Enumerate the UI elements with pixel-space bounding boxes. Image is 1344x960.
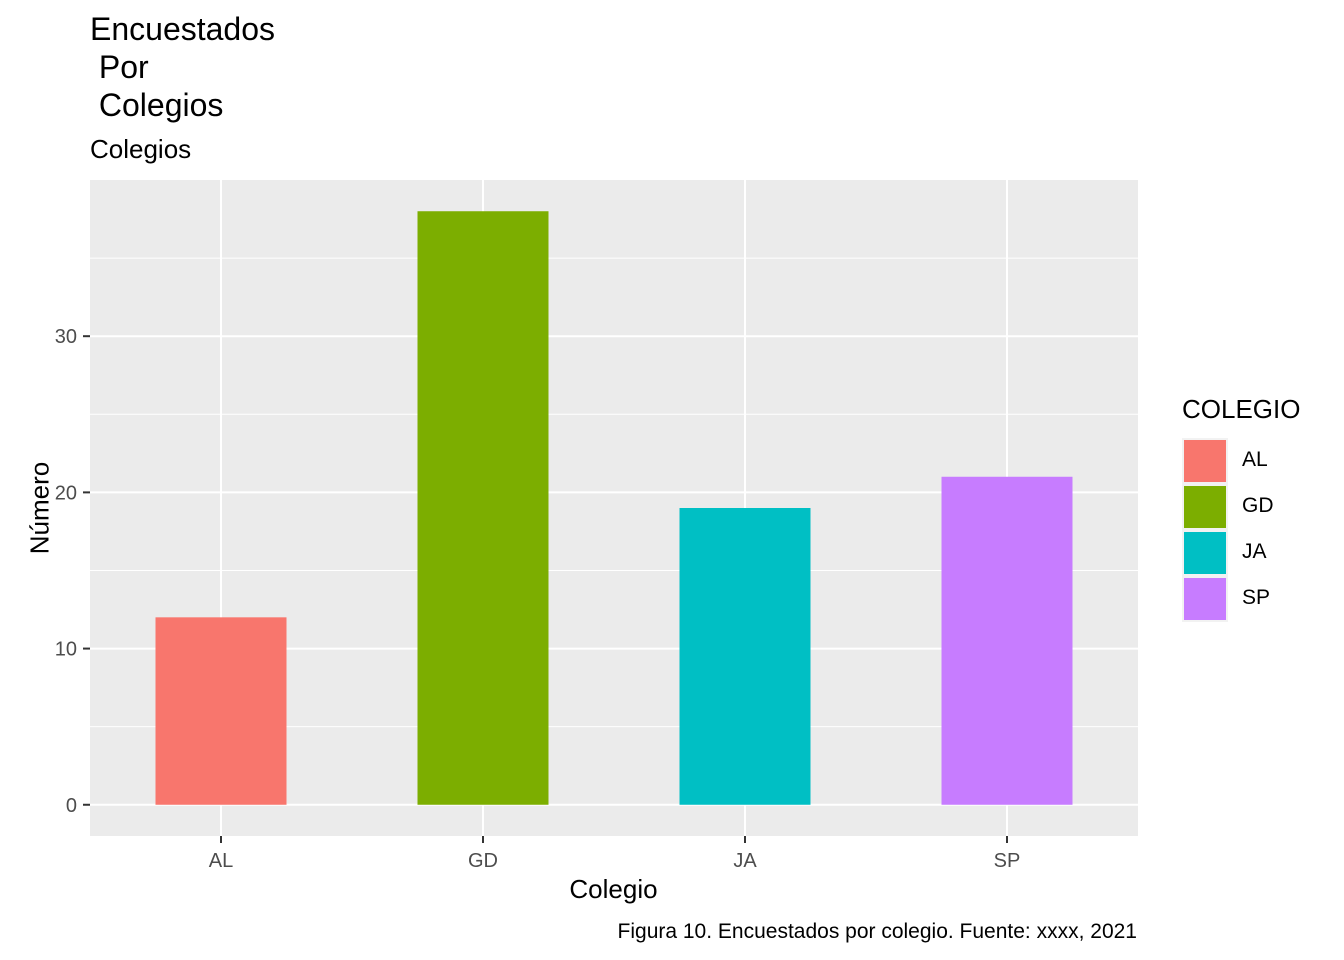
legend-item-al: AL: [1182, 438, 1322, 484]
chart-subtitle: Colegios: [90, 134, 192, 164]
x-axis-title: Colegio: [569, 874, 658, 904]
legend-swatch-ja: [1184, 532, 1226, 574]
legend-label: JA: [1242, 540, 1267, 563]
x-tick-label: JA: [733, 850, 757, 872]
title-line-1: Encuestados: [90, 11, 276, 47]
legend-item-gd: GD: [1182, 484, 1322, 530]
legend-swatch-al: [1184, 440, 1226, 482]
bar-gd: [417, 211, 549, 805]
y-axis-title: Número: [24, 461, 55, 555]
x-tick-label: SP: [994, 850, 1021, 872]
legend-swatch-sp: [1184, 578, 1226, 620]
legend-label: GD: [1242, 494, 1274, 517]
bar-al: [155, 617, 287, 805]
y-tick-label: 0: [66, 795, 77, 817]
y-tick-label: 10: [55, 639, 77, 661]
x-tick-label: AL: [209, 850, 233, 872]
legend-swatch-gd: [1184, 486, 1226, 528]
x-tick-label: GD: [468, 850, 498, 872]
y-tick-label: 20: [55, 482, 77, 504]
legend-item-sp: SP: [1182, 576, 1322, 622]
bar-ja: [679, 508, 811, 805]
legend-label: SP: [1242, 586, 1271, 609]
legend-item-ja: JA: [1182, 530, 1322, 576]
legend-title: COLEGIO: [1182, 394, 1301, 424]
title-line-3: Colegios: [90, 87, 224, 123]
legend-label: AL: [1242, 448, 1268, 471]
y-tick-label: 30: [55, 326, 77, 348]
bar-sp: [941, 476, 1073, 805]
figure-caption: Figura 10. Encuestados por colegio. Fuen…: [617, 920, 1137, 943]
title-line-2: Por: [90, 49, 149, 85]
